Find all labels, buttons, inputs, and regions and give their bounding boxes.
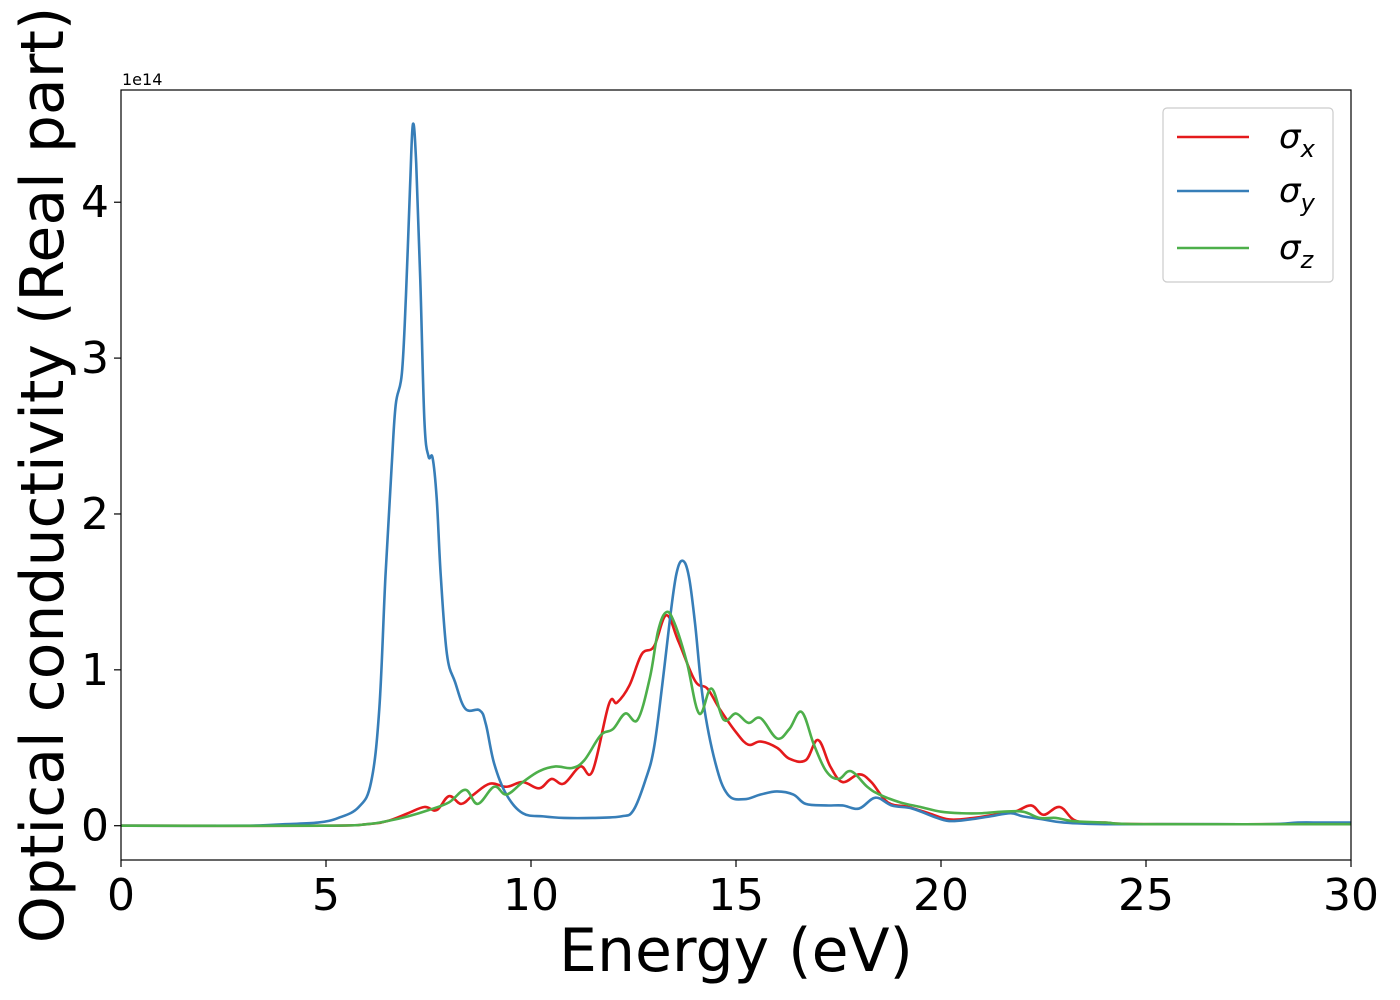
series-line-z <box>121 610 1351 828</box>
x-tick-label: 5 <box>312 870 340 921</box>
series-layer <box>121 122 1351 828</box>
y-tick-label: 4 <box>81 177 109 228</box>
y-axis-label: Optical conductivity (Real part) <box>8 7 78 944</box>
y-offset-text: 1e14 <box>122 70 162 89</box>
legend-label-y: σy <box>1279 171 1316 217</box>
x-tick-label: 20 <box>913 870 969 921</box>
x-axis-ticks: 0 5 10 15 20 25 30 <box>107 860 1379 921</box>
y-tick-label: 3 <box>81 333 109 384</box>
x-tick-label: 10 <box>503 870 559 921</box>
series-line-y <box>121 122 1351 828</box>
legend-entries: σx σy σz <box>1177 117 1316 274</box>
y-axis-ticks: 0 1 2 3 4 <box>81 177 121 852</box>
y-tick-label: 2 <box>81 489 109 540</box>
y-tick-label: 0 <box>81 801 109 852</box>
legend-label-x: σx <box>1279 117 1316 163</box>
x-tick-label: 25 <box>1118 870 1174 921</box>
x-tick-label: 0 <box>107 870 135 921</box>
x-tick-label: 30 <box>1323 870 1379 921</box>
legend: σx σy σz <box>1162 107 1334 283</box>
y-tick-label: 1 <box>81 645 109 696</box>
x-tick-label: 15 <box>708 870 764 921</box>
series-line-x <box>121 613 1351 828</box>
legend-label-z: σz <box>1279 228 1315 274</box>
legend-box <box>1162 107 1334 283</box>
x-axis-label: Energy (eV) <box>559 916 913 986</box>
